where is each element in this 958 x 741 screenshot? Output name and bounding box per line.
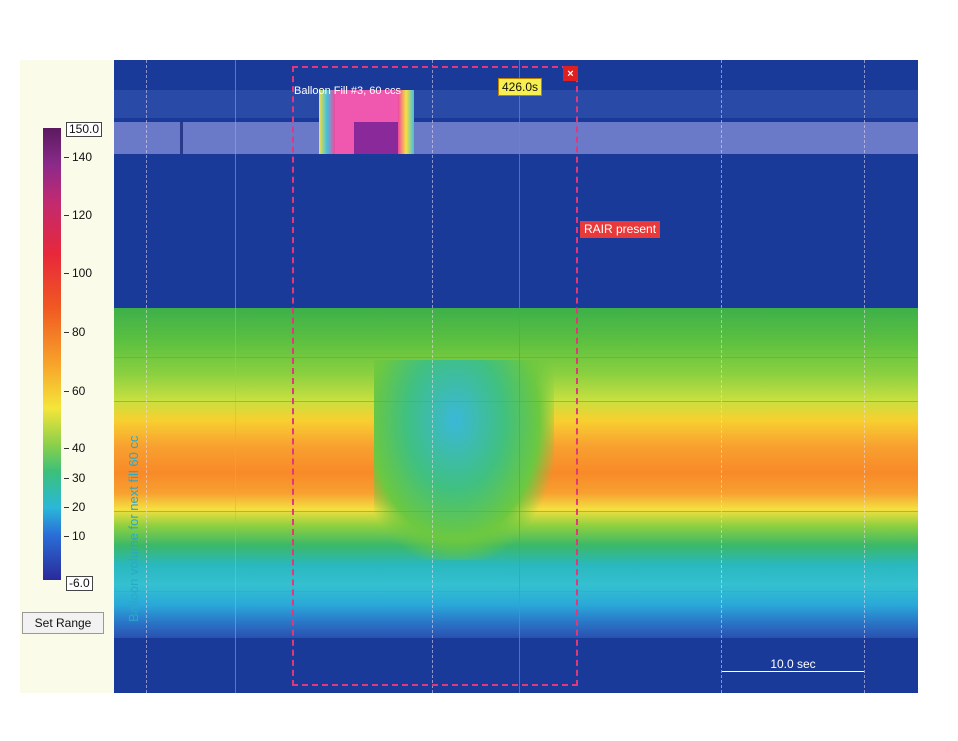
color-scale-bar bbox=[43, 128, 61, 580]
balloon-band bbox=[114, 122, 918, 154]
time-scale-bar: 10.0 sec bbox=[722, 657, 864, 673]
grid-line-vertical bbox=[721, 60, 722, 693]
scale-tick-label: 20 bbox=[72, 500, 86, 514]
scale-tick bbox=[64, 478, 69, 479]
scale-tick bbox=[64, 391, 69, 392]
scale-tick bbox=[64, 157, 69, 158]
scale-tick bbox=[64, 448, 69, 449]
balloon-volume-note: Balloon volume for next fill 60 cc bbox=[126, 435, 141, 622]
grid-line-horizontal bbox=[114, 591, 918, 592]
scale-tick bbox=[64, 332, 69, 333]
event-label[interactable]: RAIR present bbox=[580, 221, 661, 238]
scale-tick-label: 120 bbox=[72, 208, 93, 222]
scale-tick bbox=[64, 215, 69, 216]
time-cursor[interactable] bbox=[519, 60, 520, 693]
close-icon[interactable]: × bbox=[563, 66, 578, 81]
balloon-fill-marker bbox=[319, 90, 335, 154]
grid-line-horizontal bbox=[114, 511, 918, 512]
scale-tick-label: 30 bbox=[72, 471, 86, 485]
scale-tick-label: 60 bbox=[72, 384, 86, 398]
scale-tick-label: 10 bbox=[72, 529, 86, 543]
scale-tick bbox=[64, 536, 69, 537]
scale-tick-label: 140 bbox=[72, 150, 93, 164]
grid-line-vertical bbox=[432, 60, 433, 693]
balloon-fill-marker bbox=[398, 90, 414, 154]
scale-tick-label: 100 bbox=[72, 266, 93, 280]
scale-max-value[interactable]: 150.0 bbox=[66, 122, 103, 137]
scale-tick bbox=[64, 273, 69, 274]
time-marker-label: 426.0s bbox=[498, 78, 543, 96]
grid-line-vertical bbox=[864, 60, 865, 693]
grid-line-vertical bbox=[146, 60, 147, 693]
selection-region[interactable] bbox=[292, 66, 578, 686]
band-divider bbox=[180, 122, 183, 154]
scale-tick-label: 40 bbox=[72, 441, 86, 455]
relaxation-region bbox=[374, 360, 554, 560]
grid-line-vertical bbox=[235, 60, 236, 693]
pressure-topography-plot[interactable]: × Balloon Fill #3, 60 ccs 426.0s RAIR pr… bbox=[114, 60, 918, 693]
set-range-button[interactable]: Set Range bbox=[22, 612, 104, 634]
scale-tick bbox=[64, 507, 69, 508]
scale-tick-label: 80 bbox=[72, 325, 86, 339]
color-scale-panel bbox=[20, 60, 114, 693]
grid-line-horizontal bbox=[114, 401, 918, 402]
balloon-fill-label: Balloon Fill #3, 60 ccs bbox=[294, 85, 401, 97]
time-scale-line bbox=[722, 671, 864, 672]
time-scale-label: 10.0 sec bbox=[770, 657, 816, 671]
scale-min-value[interactable]: -6.0 bbox=[66, 576, 93, 591]
grid-line-horizontal bbox=[114, 357, 918, 358]
